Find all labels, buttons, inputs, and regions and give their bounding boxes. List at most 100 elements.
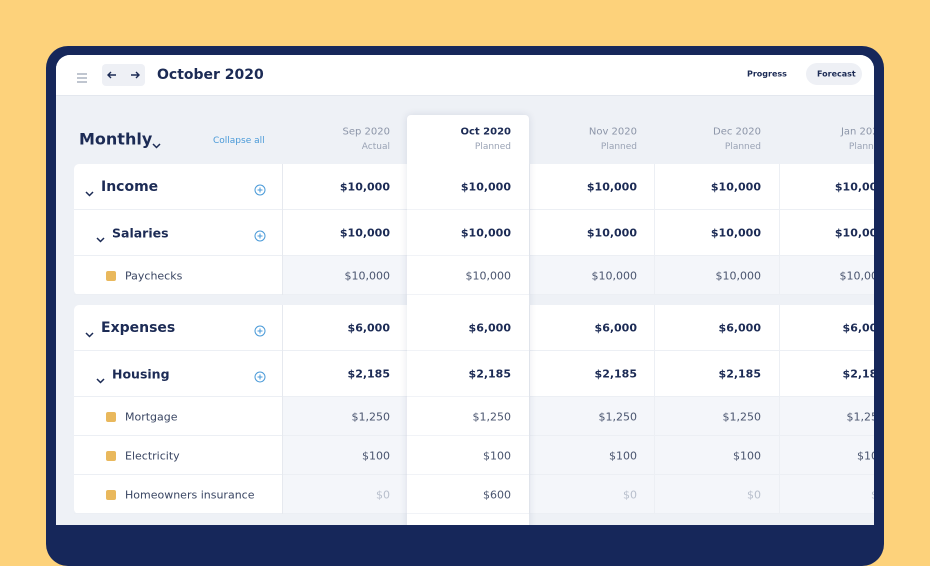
cell-value: $1,250: [846, 410, 875, 423]
cell-bg: [282, 475, 407, 514]
add-button[interactable]: [254, 322, 266, 337]
col-divider: [779, 436, 780, 475]
col-divider: [529, 164, 530, 210]
add-button[interactable]: [254, 227, 266, 242]
cell-value: $10,000: [460, 180, 511, 194]
cell-value: $100: [483, 449, 511, 462]
cell-bg: [529, 397, 654, 436]
cell-bg: [654, 256, 779, 295]
cell-value: $2,185: [718, 367, 761, 381]
oct-divider: [407, 396, 529, 397]
cell-bg: [779, 397, 874, 436]
cell-value: $6,000: [347, 321, 390, 335]
forecast-pill[interactable]: [806, 63, 862, 85]
cell-value: $100: [362, 449, 390, 462]
label-divider: [282, 164, 283, 210]
col-divider: [529, 210, 530, 256]
view-select[interactable]: Monthly: [79, 129, 153, 149]
cell-value: $10,000: [339, 226, 390, 240]
oct-divider: [407, 255, 529, 256]
cell-value: $10,000: [834, 180, 874, 194]
col-divider: [654, 164, 655, 210]
cell-value: $0: [747, 488, 761, 501]
cell-value: $10,000: [460, 226, 511, 240]
expand-chevron[interactable]: [85, 324, 94, 338]
label-divider: [282, 256, 283, 295]
column-month: Dec 2020: [713, 126, 761, 138]
row-icon: [106, 450, 116, 461]
cell-bg: [282, 256, 407, 295]
row-label: Housing: [112, 366, 170, 382]
row-icon: [106, 411, 116, 422]
oct-divider: [407, 474, 529, 475]
cell-bg: [529, 256, 654, 295]
oct-divider: [407, 209, 529, 210]
cell-value: $10,000: [339, 180, 390, 194]
progress-button[interactable]: Progress: [747, 69, 787, 79]
row-label: Salaries: [112, 225, 169, 241]
column-month: Sep 2020: [342, 126, 390, 138]
cell-value: $1,250: [351, 410, 391, 423]
cell-bg: [654, 397, 779, 436]
row-icon: [106, 270, 116, 281]
cell-value: $10,000: [839, 269, 875, 282]
collapse-all[interactable]: Collapse all: [213, 136, 265, 146]
add-button[interactable]: [254, 368, 266, 383]
menu-button[interactable]: [76, 69, 88, 83]
column-status: Actual: [361, 142, 390, 152]
col-divider: [779, 351, 780, 397]
expand-chevron[interactable]: [96, 370, 105, 384]
col-divider: [654, 475, 655, 514]
row-label: Mortgage: [125, 410, 178, 423]
app-screen: October 2020 Progress Forecast Monthly Colla…: [56, 55, 874, 525]
label-divider: [282, 351, 283, 397]
cell-value: $10,000: [586, 226, 637, 240]
oct-divider: [407, 513, 529, 514]
cell-value: $1,250: [598, 410, 638, 423]
cell-value: $0: [376, 488, 390, 501]
col-divider: [529, 397, 530, 436]
cell-value: $2,185: [468, 367, 511, 381]
oct-divider: [407, 350, 529, 351]
col-divider: [654, 305, 655, 351]
col-divider: [529, 351, 530, 397]
col-divider: [654, 210, 655, 256]
cell-value: $10,000: [344, 269, 391, 282]
row-label: Electricity: [125, 449, 180, 462]
cell-value: $1,250: [722, 410, 762, 423]
cell-value: $100: [609, 449, 637, 462]
add-button[interactable]: [254, 181, 266, 196]
cell-bg: [282, 436, 407, 475]
col-divider: [779, 397, 780, 436]
label-divider: [282, 397, 283, 436]
row-icon: [106, 489, 116, 500]
col-divider: [529, 256, 530, 295]
cell-value: $6,000: [594, 321, 637, 335]
col-divider: [529, 436, 530, 475]
col-divider: [529, 475, 530, 514]
expand-chevron[interactable]: [85, 183, 94, 197]
cell-bg: [529, 436, 654, 475]
cell-bg: [779, 256, 874, 295]
cell-value: $600: [483, 488, 511, 501]
oct-divider: [407, 294, 529, 295]
column-status: Planned: [474, 142, 511, 152]
expand-chevron[interactable]: [96, 229, 105, 243]
top-bar: [56, 55, 874, 96]
nav-arrows[interactable]: [102, 64, 145, 86]
col-divider: [654, 351, 655, 397]
forecast-button[interactable]: Forecast: [817, 69, 856, 79]
row-label: Expenses: [101, 320, 176, 336]
column-status: Planned: [848, 142, 874, 152]
cell-value: $100: [733, 449, 761, 462]
row-label: Income: [101, 179, 159, 195]
cell-value: $1,250: [472, 410, 512, 423]
cell-value: $6,000: [718, 321, 761, 335]
cell-value: $6,000: [468, 321, 511, 335]
cell-bg: [282, 397, 407, 436]
col-divider: [779, 164, 780, 210]
column-month: Nov 2020: [588, 126, 637, 138]
col-divider: [654, 436, 655, 475]
column-month: Oct 2020: [460, 126, 511, 138]
label-divider: [282, 436, 283, 475]
